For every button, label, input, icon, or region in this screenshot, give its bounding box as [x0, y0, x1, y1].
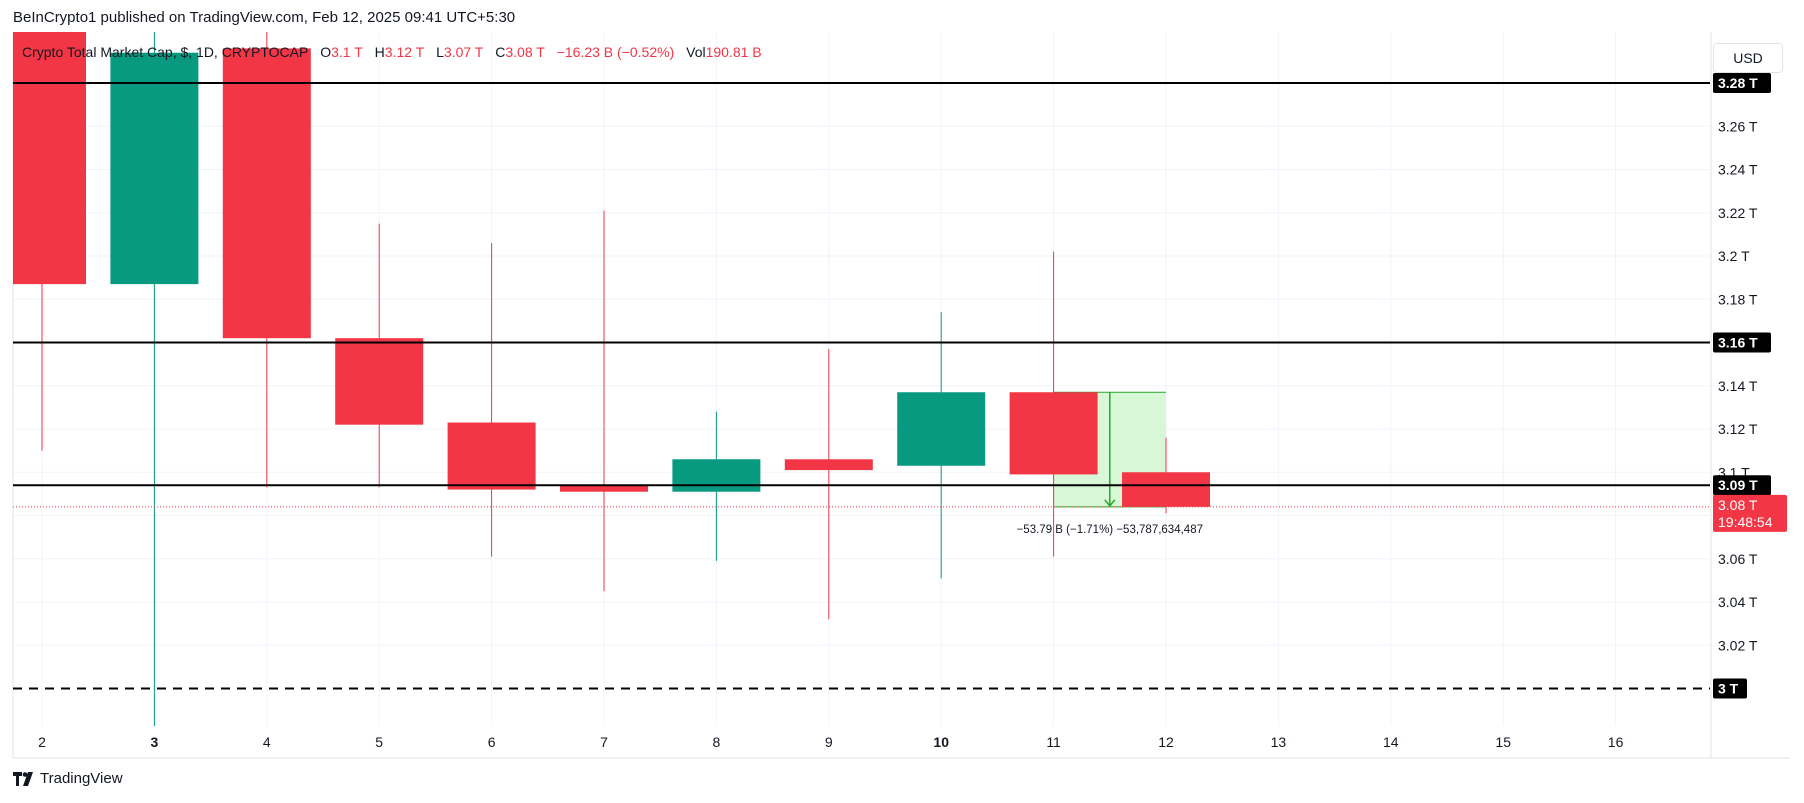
x-axis-tick-label: 11	[1046, 734, 1061, 750]
price-level-badge-label: 3.09 T	[1718, 477, 1758, 493]
y-axis-tick-label: 3.2 T	[1718, 248, 1750, 264]
chart-legend: Crypto Total Market Cap, $, 1D, CRYPTOCA…	[22, 44, 770, 60]
x-axis-tick-label: 8	[713, 734, 721, 750]
publish-info: BeInCrypto1 published on TradingView.com…	[13, 9, 516, 26]
x-axis-tick-label: 10	[933, 734, 949, 750]
y-axis-tick-label: 3.24 T	[1718, 162, 1758, 178]
price-level-badge-label: 3.16 T	[1718, 335, 1758, 351]
candle-body[interactable]	[672, 459, 761, 492]
x-axis-tick-label: 16	[1608, 734, 1624, 750]
x-axis-tick-label: 7	[600, 734, 608, 750]
volume-label: Vol	[686, 44, 706, 60]
x-axis-tick-label: 15	[1495, 734, 1511, 750]
bar-countdown: 19:48:54	[1718, 514, 1773, 530]
low-label: L	[436, 44, 444, 60]
tradingview-logo[interactable]: TradingView	[13, 770, 123, 787]
x-axis-tick-label: 9	[825, 734, 833, 750]
currency-button[interactable]: USD	[1713, 43, 1783, 73]
high-label: H	[374, 44, 385, 60]
x-axis-tick-label: 2	[38, 734, 46, 750]
price-level-badge[interactable]	[1713, 332, 1771, 353]
open-label: O	[320, 44, 332, 60]
x-axis-tick-label: 5	[375, 734, 383, 750]
high-value: 3.12 T	[384, 44, 425, 60]
candle-body[interactable]	[1009, 392, 1098, 475]
price-level-badge[interactable]	[1713, 678, 1747, 699]
candle-body[interactable]	[784, 459, 873, 471]
low-value: 3.07 T	[443, 44, 484, 60]
current-price-label: 3.08 T	[1718, 497, 1758, 513]
candle-body[interactable]	[897, 392, 986, 466]
y-axis-tick-label: 3.26 T	[1718, 118, 1758, 134]
x-axis-tick-label: 6	[488, 734, 496, 750]
y-axis-tick-label: 3.02 T	[1718, 637, 1758, 653]
open-value: 3.1 T	[331, 44, 363, 60]
candle-body[interactable]	[560, 485, 648, 492]
candle-body[interactable]	[447, 422, 536, 490]
y-axis-tick-label: 3.04 T	[1718, 594, 1758, 610]
measure-arrow-head[interactable]	[1104, 499, 1116, 508]
candle-body[interactable]	[335, 338, 424, 425]
candle-body[interactable]	[222, 48, 311, 339]
x-axis-tick-label: 4	[263, 734, 271, 750]
candles-group	[0, 0, 1210, 726]
price-level-badge[interactable]	[1713, 475, 1771, 496]
price-level-badge[interactable]	[1713, 73, 1771, 93]
x-axis-tick-label: 14	[1383, 734, 1399, 750]
price-level-badge-label: 3 T	[1718, 681, 1739, 697]
y-axis-tick-label: 3.06 T	[1718, 551, 1758, 567]
candle-body[interactable]	[110, 52, 199, 285]
symbol-title[interactable]: Crypto Total Market Cap, $, 1D, CRYPTOCA…	[22, 44, 309, 60]
x-axis-tick-label: 12	[1158, 734, 1174, 750]
y-axis-tick-label: 3.12 T	[1718, 421, 1758, 437]
close-value: 3.08 T	[505, 44, 545, 60]
tradingview-wordmark: TradingView	[40, 770, 123, 787]
y-axis-tick-label: 3.18 T	[1718, 291, 1758, 307]
change-value: −16.23 B (−0.52%)	[556, 44, 675, 60]
current-price-badge[interactable]	[1713, 494, 1787, 532]
candle-body[interactable]	[0, 0, 86, 285]
candle-body[interactable]	[1122, 472, 1210, 507]
x-axis-tick-label: 3	[151, 734, 159, 750]
close-label: C	[495, 44, 506, 60]
volume-value: 190.81 B	[705, 44, 762, 60]
y-axis-tick-label: 3.14 T	[1718, 378, 1758, 394]
measure-label: −53.79 B (−1.71%) −53,787,634,487	[1017, 524, 1203, 536]
y-axis-tick-label: 3.22 T	[1718, 205, 1758, 221]
price-level-badge-label: 3.28 T	[1718, 75, 1758, 91]
tradingview-logo-icon	[13, 771, 33, 786]
x-axis-tick-label: 13	[1271, 734, 1287, 750]
